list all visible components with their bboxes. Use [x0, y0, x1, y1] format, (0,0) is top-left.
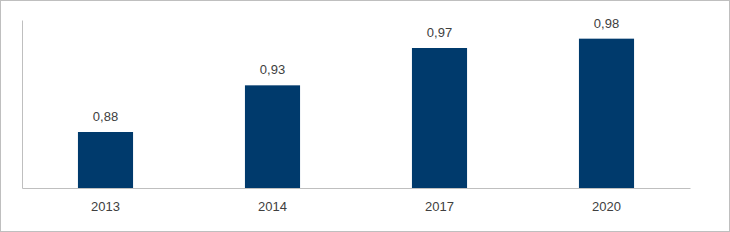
x-tick: 2013 [91, 188, 120, 214]
data-label: 0,93 [260, 62, 285, 77]
x-tick: 2014 [258, 188, 287, 214]
frame [1, 1, 730, 232]
y-axis-line [22, 21, 23, 189]
x-tick-label: 2017 [425, 199, 454, 214]
data-labels: 0,88 0,93 0,97 0,98 [93, 16, 619, 124]
x-axis: 2013 2014 2017 2020 [23, 188, 691, 214]
x-tick: 2020 [592, 188, 621, 214]
x-tick-label: 2014 [258, 199, 287, 214]
bar [78, 132, 133, 188]
data-label: 0,88 [93, 109, 118, 124]
data-label: 0,97 [427, 25, 452, 40]
bar [412, 48, 467, 188]
x-tick: 2017 [425, 188, 454, 214]
y-axis [22, 21, 23, 189]
x-tick-label: 2013 [91, 199, 120, 214]
chart: 2013 2014 2017 2020 0,88 0,93 0,97 0,98 [0, 0, 730, 232]
x-tick-label: 2020 [592, 199, 621, 214]
data-label: 0,98 [594, 16, 619, 31]
bars [78, 39, 634, 188]
bar [579, 39, 634, 188]
x-axis-line [23, 188, 691, 189]
bar [245, 85, 300, 188]
